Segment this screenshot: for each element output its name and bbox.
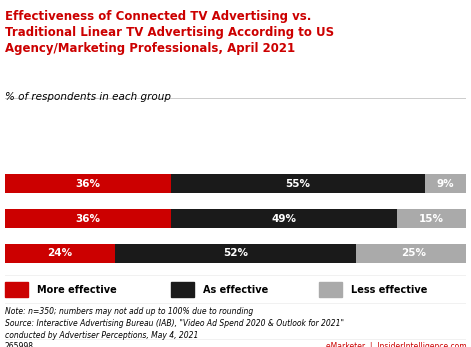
Text: 265998: 265998 <box>5 342 34 347</box>
Text: 52%: 52% <box>223 248 248 258</box>
Text: 36%: 36% <box>75 179 100 189</box>
Bar <box>356 244 471 263</box>
Text: 49%: 49% <box>271 214 296 223</box>
Text: eMarketer  |  InsiderIntelligence.com: eMarketer | InsiderIntelligence.com <box>325 342 466 347</box>
Text: 55%: 55% <box>285 179 310 189</box>
Bar <box>397 209 466 228</box>
FancyBboxPatch shape <box>5 282 28 297</box>
Bar <box>425 175 466 194</box>
Bar <box>5 175 171 194</box>
FancyBboxPatch shape <box>318 282 341 297</box>
Text: 24%: 24% <box>48 248 73 258</box>
Bar <box>5 209 171 228</box>
Text: 15%: 15% <box>419 214 444 223</box>
Text: Note: n=350; numbers may not add up to 100% due to rounding
Source: Interactive : Note: n=350; numbers may not add up to 1… <box>5 307 344 340</box>
Bar <box>115 244 356 263</box>
Text: % of respondents in each group: % of respondents in each group <box>5 92 171 102</box>
Text: 36%: 36% <box>75 214 100 223</box>
Bar <box>171 175 425 194</box>
FancyBboxPatch shape <box>171 282 194 297</box>
Text: More effective: More effective <box>37 285 117 295</box>
Text: 9%: 9% <box>437 179 455 189</box>
Text: As effective: As effective <box>203 285 268 295</box>
Text: Less effective: Less effective <box>351 285 427 295</box>
Bar <box>171 209 397 228</box>
Text: 25%: 25% <box>401 248 426 258</box>
Text: Effectiveness of Connected TV Advertising vs.
Traditional Linear TV Advertising : Effectiveness of Connected TV Advertisin… <box>5 10 334 56</box>
Bar <box>5 244 115 263</box>
